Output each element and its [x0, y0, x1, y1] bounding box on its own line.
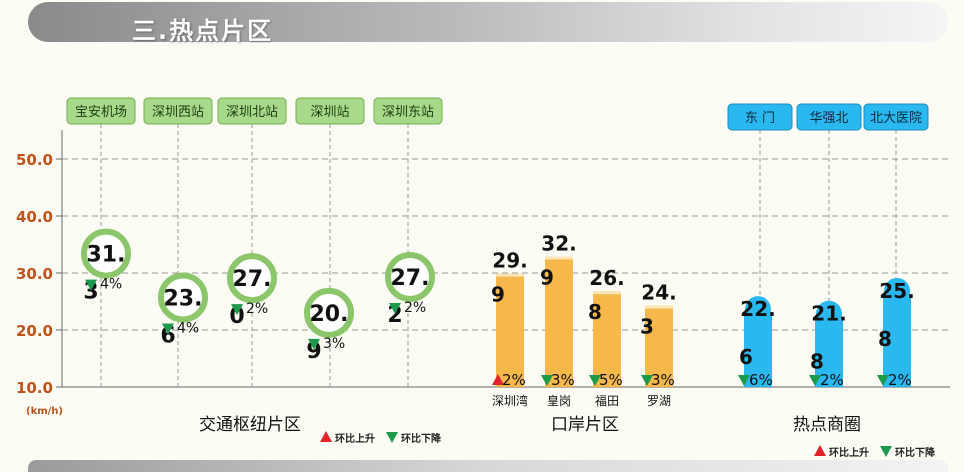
- port-bar-cap: [496, 273, 524, 277]
- port-category-label: 福田: [595, 393, 619, 408]
- trend-down-icon: [162, 323, 174, 335]
- hub-value-top: 20.: [310, 302, 349, 327]
- mall-value-top: 25.: [879, 279, 914, 303]
- hub-tag-label: 深圳西站: [152, 105, 204, 120]
- port-bar: [593, 291, 621, 387]
- hub-value-top: 27.: [233, 267, 272, 292]
- port-bar-cap: [593, 291, 621, 295]
- port-value-top: 29.: [492, 249, 527, 273]
- hub-tag-label: 宝安机场: [75, 105, 127, 120]
- mall-value-bottom: 8: [878, 327, 892, 351]
- section-title: 三.热点片区: [132, 17, 274, 45]
- hub-value-circle: [158, 272, 208, 323]
- legend-up-label: 环比上升: [829, 446, 869, 459]
- port-bar-cap: [645, 305, 673, 309]
- port-value-bottom: 8: [588, 300, 602, 324]
- mall-change: 6%: [749, 371, 773, 389]
- mall-change: 2%: [888, 371, 912, 389]
- hub-value-circle: [385, 251, 435, 302]
- trend-down-icon: [541, 375, 553, 386]
- mall-value-bottom: 6: [739, 345, 753, 369]
- y-tick-label: 30.0: [16, 265, 53, 283]
- port-change: 2%: [502, 371, 526, 389]
- hub-change: 2%: [246, 301, 268, 317]
- mall-value-circle: [884, 277, 910, 304]
- trend-up-icon: [492, 374, 504, 385]
- port-value-bottom: 9: [491, 283, 505, 307]
- port-value-top: 24.: [641, 280, 676, 304]
- mall-value-circle: [745, 296, 771, 323]
- mall-bar: [883, 296, 911, 387]
- hub-value-top: 31.: [87, 243, 126, 268]
- port-category-label: 罗湖: [647, 393, 671, 408]
- port-value-top: 32.: [541, 231, 576, 255]
- trend-down-icon: [308, 338, 320, 350]
- legend-up-icon: [814, 445, 826, 456]
- mall-value-top: 21.: [811, 302, 846, 326]
- trend-down-icon: [231, 304, 243, 316]
- legend-down-label: 环比下降: [401, 432, 442, 445]
- hub-value-bottom: 6: [160, 323, 175, 348]
- port-bar: [645, 305, 673, 387]
- mall-change: 2%: [820, 371, 844, 389]
- hub-tag-label: 深圳站: [310, 105, 349, 120]
- y-unit-label: (km/h): [26, 406, 63, 417]
- mall-value-top: 22.: [740, 297, 775, 321]
- y-tick-label: 50.0: [16, 151, 53, 169]
- trend-down-icon: [641, 375, 653, 386]
- port-bar: [496, 273, 524, 387]
- legend-down-icon: [880, 446, 892, 457]
- port-category-label: 深圳湾: [492, 393, 528, 408]
- hub-tag-label: 深圳北站: [226, 105, 278, 120]
- port-value-top: 26.: [589, 266, 624, 290]
- trend-down-icon: [589, 375, 601, 386]
- port-bar-cap: [545, 256, 573, 260]
- port-change: 3%: [551, 371, 575, 389]
- hub-change: 4%: [100, 277, 122, 293]
- trend-down-icon: [738, 375, 750, 386]
- port-value-bottom: 3: [640, 314, 654, 338]
- mall-value-bottom: 8: [810, 350, 824, 374]
- port-change: 3%: [651, 371, 675, 389]
- y-tick-label: 20.0: [16, 322, 53, 340]
- y-tick-label: 40.0: [16, 208, 53, 226]
- port-bar: [545, 256, 573, 387]
- legend-up-icon: [320, 431, 332, 442]
- trend-down-icon: [877, 375, 889, 386]
- mall-value-circle: [816, 300, 842, 327]
- hub-tag-label: 深圳东站: [382, 105, 434, 120]
- hub-change: 3%: [323, 336, 345, 352]
- hub-value-top: 23.: [164, 286, 203, 311]
- mall-tag-label: 东 门: [745, 111, 775, 126]
- y-tick-label: 10.0: [16, 379, 53, 397]
- trend-down-icon: [85, 279, 97, 291]
- legend-down-label: 环比下降: [895, 446, 936, 459]
- trend-down-icon: [389, 302, 401, 314]
- hub-value-bottom: 9: [306, 339, 321, 364]
- hub-change: 2%: [404, 300, 426, 316]
- bottom-divider: [28, 460, 948, 472]
- hub-value-circle: [81, 228, 131, 279]
- trend-down-icon: [809, 375, 821, 386]
- hub-change: 4%: [177, 320, 199, 336]
- hub-value-bottom: 2: [387, 303, 402, 328]
- hub-value-circle: [304, 287, 354, 338]
- hub-value-bottom: 0: [229, 304, 244, 329]
- hub-value-circle: [227, 253, 277, 304]
- legend-down-icon: [386, 432, 398, 443]
- hub-value-top: 27.: [391, 266, 430, 291]
- group-title-malls: 热点商圈: [793, 415, 861, 435]
- port-change: 5%: [599, 371, 623, 389]
- legend-up-label: 环比上升: [335, 432, 375, 445]
- mall-tag-label: 华强北: [809, 111, 848, 126]
- section-banner: 三.热点片区: [28, 2, 948, 45]
- group-title-hubs: 交通枢纽片区: [199, 415, 301, 435]
- port-value-bottom: 9: [540, 265, 554, 289]
- port-category-label: 皇岗: [547, 394, 571, 408]
- group-title-ports: 口岸片区: [551, 415, 619, 435]
- mall-tag-label: 北大医院: [870, 111, 922, 126]
- hub-value-bottom: 3: [83, 280, 98, 305]
